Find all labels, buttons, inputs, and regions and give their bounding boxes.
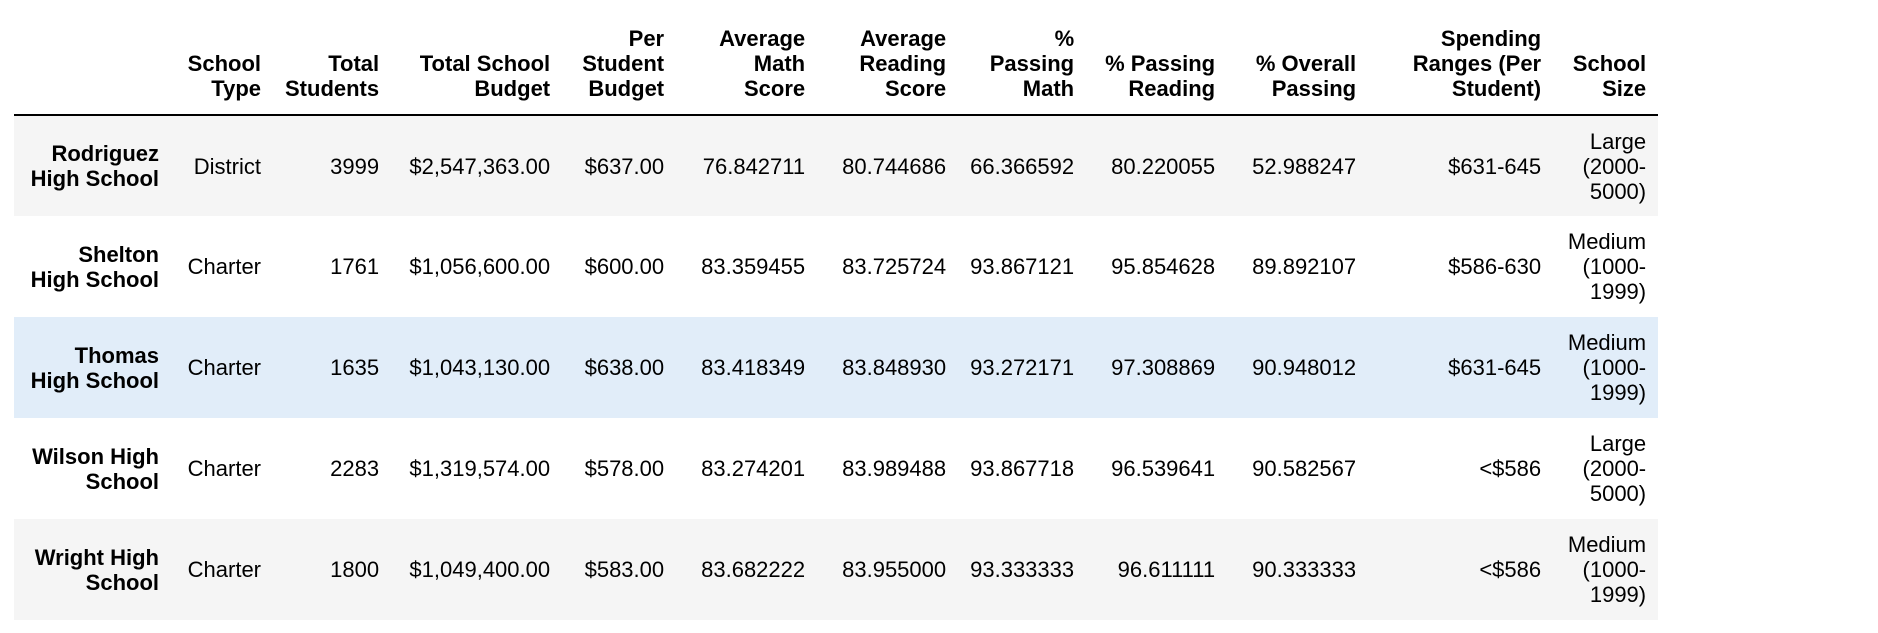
cell-average-reading-score: 83.955000 xyxy=(842,557,947,582)
cell-per-student-budget: $578.00 xyxy=(584,456,665,481)
cell-passing-reading: 97.308869 xyxy=(1111,355,1216,380)
row-label-school: Thomas High School xyxy=(30,342,159,393)
cell-per-student-budget: $583.00 xyxy=(584,557,665,582)
cell-school-size: Large (2000-5000) xyxy=(1582,128,1647,204)
column-header-passing-reading: % Passing Reading xyxy=(1086,14,1228,116)
cell-overall-passing: 89.892107 xyxy=(1252,254,1357,279)
cell-school-size: Large (2000-5000) xyxy=(1582,431,1647,506)
cell-per-student-budget: $637.00 xyxy=(584,153,665,179)
cell-average-math-score: 83.682222 xyxy=(701,557,806,582)
column-header-per-student-budget: Per Student Budget xyxy=(562,14,677,116)
cell-passing-math: 93.867121 xyxy=(970,254,1075,279)
cell-passing-reading: 96.611111 xyxy=(1117,557,1216,582)
cell-average-math-score: 83.359455 xyxy=(701,254,806,279)
cell-passing-reading: 80.220055 xyxy=(1111,153,1216,179)
cell-school-type: Charter xyxy=(187,355,261,380)
cell-total-students: 1761 xyxy=(330,254,380,279)
cell-total-students: 3999 xyxy=(330,153,380,179)
column-header-average-math-score: Average Math Score xyxy=(676,14,818,116)
table-row: Wright High School Charter 1800 $1,049,4… xyxy=(14,519,1659,620)
cell-average-reading-score: 83.725724 xyxy=(842,254,947,279)
index-header xyxy=(14,14,171,116)
cell-spending-range: $631-645 xyxy=(1448,153,1542,179)
cell-total-school-budget: $1,319,574.00 xyxy=(409,456,551,481)
cell-overall-passing: 90.948012 xyxy=(1252,355,1357,380)
cell-average-reading-score: 83.848930 xyxy=(842,355,947,380)
cell-per-student-budget: $638.00 xyxy=(584,355,665,380)
row-label-school: Shelton High School xyxy=(30,241,159,292)
column-header-total-school-budget: Total School Budget xyxy=(391,14,563,116)
cell-total-school-budget: $1,043,130.00 xyxy=(409,355,551,380)
cell-average-math-score: 83.274201 xyxy=(701,456,806,481)
cell-school-type: District xyxy=(193,153,261,179)
cell-school-size: Medium (1000-1999) xyxy=(1567,330,1647,405)
table-body: Rodriguez High School District 3999 $2,5… xyxy=(14,115,1659,620)
cell-school-size: Medium (1000-1999) xyxy=(1567,532,1647,607)
cell-per-student-budget: $600.00 xyxy=(584,254,665,279)
dataframe-output: School Type Total Students Total School … xyxy=(14,14,1876,620)
column-header-total-students: Total Students xyxy=(273,14,392,116)
column-header-passing-math: % Passing Math xyxy=(958,14,1087,116)
cell-overall-passing: 90.333333 xyxy=(1252,557,1357,582)
column-header-spending-ranges: Spending Ranges (Per Student) xyxy=(1368,14,1554,116)
table-row: Wilson High School Charter 2283 $1,319,5… xyxy=(14,418,1659,519)
row-label-school: Wilson High School xyxy=(32,443,159,494)
column-header-school-type: School Type xyxy=(171,14,273,116)
cell-spending-range: <$586 xyxy=(1479,456,1542,481)
cell-total-school-budget: $1,056,600.00 xyxy=(409,254,551,279)
table-row: Thomas High School Charter 1635 $1,043,1… xyxy=(14,317,1659,418)
cell-average-reading-score: 83.989488 xyxy=(842,456,947,481)
column-header-overall-passing: % Overall Passing xyxy=(1227,14,1369,116)
table-row: Shelton High School Charter 1761 $1,056,… xyxy=(14,216,1659,317)
cell-average-math-score: 76.842711 xyxy=(702,153,806,179)
cell-spending-range: $631-645 xyxy=(1448,355,1542,380)
cell-overall-passing: 52.988247 xyxy=(1252,153,1357,179)
cell-passing-reading: 95.854628 xyxy=(1111,254,1216,279)
table-header: School Type Total Students Total School … xyxy=(14,14,1659,116)
cell-total-school-budget: $1,049,400.00 xyxy=(409,557,551,582)
table-row: Rodriguez High School District 3999 $2,5… xyxy=(14,115,1659,216)
school-summary-table: School Type Total Students Total School … xyxy=(14,14,1659,620)
cell-total-students: 1800 xyxy=(330,557,380,582)
cell-total-students: 2283 xyxy=(330,456,380,481)
cell-school-type: Charter xyxy=(187,254,261,279)
row-label-school: Rodriguez High School xyxy=(30,141,159,191)
cell-total-students: 1635 xyxy=(330,355,380,380)
cell-passing-math: 93.333333 xyxy=(970,557,1075,582)
cell-spending-range: $586-630 xyxy=(1448,254,1542,279)
column-header-school-size: School Size xyxy=(1553,14,1659,116)
row-label-school: Wright High School xyxy=(34,544,159,595)
cell-overall-passing: 90.582567 xyxy=(1252,456,1357,481)
cell-passing-math: 93.867718 xyxy=(970,456,1075,481)
cell-average-math-score: 83.418349 xyxy=(701,355,806,380)
cell-passing-reading: 96.539641 xyxy=(1111,456,1216,481)
cell-total-school-budget: $2,547,363.00 xyxy=(409,153,551,179)
cell-school-size: Medium (1000-1999) xyxy=(1567,229,1647,304)
header-row: School Type Total Students Total School … xyxy=(14,14,1659,116)
cell-average-reading-score: 80.744686 xyxy=(842,153,947,179)
column-header-average-reading-score: Average Reading Score xyxy=(817,14,959,116)
cell-school-type: Charter xyxy=(187,456,261,481)
cell-passing-math: 93.272171 xyxy=(970,355,1075,380)
cell-passing-math: 66.366592 xyxy=(970,153,1075,179)
cell-school-type: Charter xyxy=(187,557,261,582)
cell-spending-range: <$586 xyxy=(1479,557,1542,582)
